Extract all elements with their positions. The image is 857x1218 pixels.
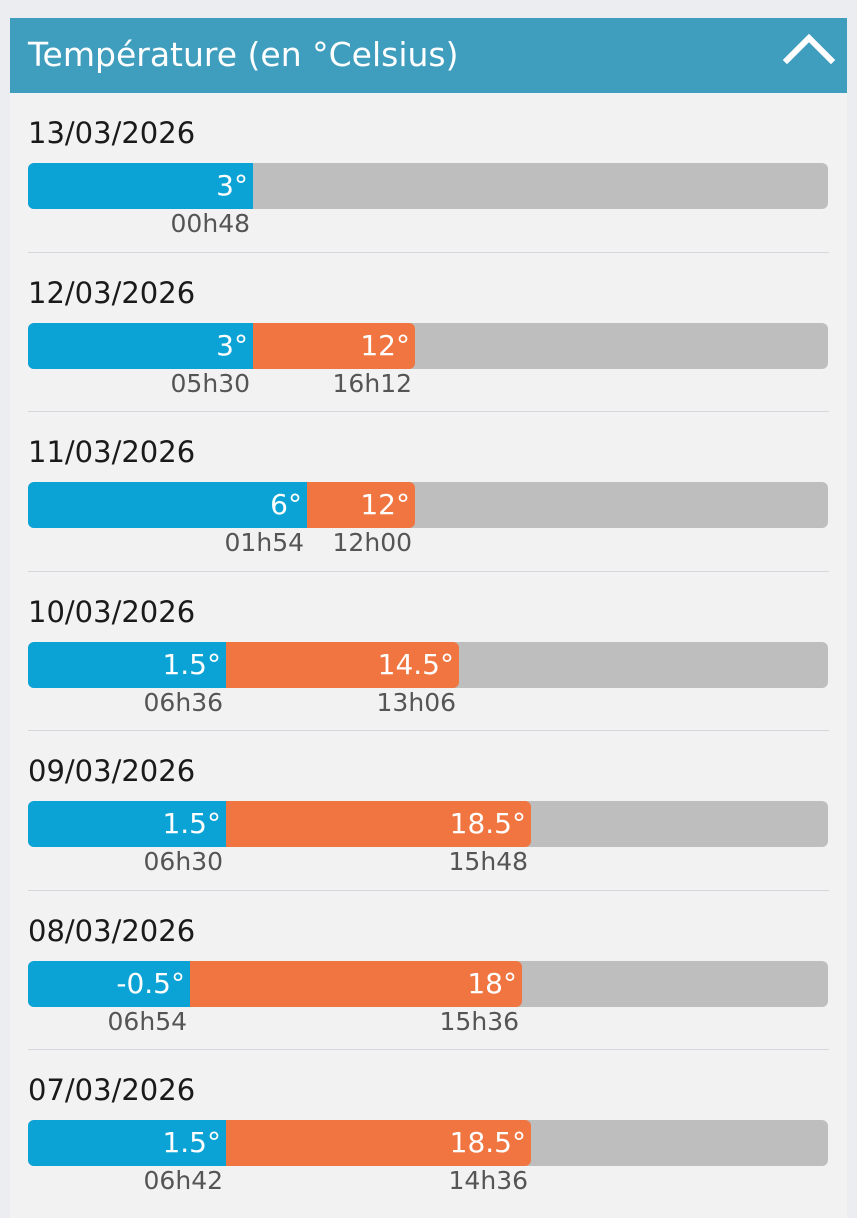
day-date: 10/03/2026: [28, 594, 196, 629]
day-row: 12/03/2026 3° 12° 05h30 16h12: [10, 253, 847, 412]
day-row: 09/03/2026 1.5° 18.5° 06h30 15h48: [10, 731, 847, 891]
min-temperature-segment: 1.5°: [28, 801, 226, 847]
row-divider: [28, 889, 829, 891]
row-divider: [28, 411, 829, 412]
max-temperature-time: 13h06: [376, 687, 456, 717]
min-temperature-time: 06h36: [143, 687, 223, 717]
day-row: 13/03/2026 3° 00h48: [10, 93, 847, 253]
day-row: 11/03/2026 6° 12° 01h54 12h00: [10, 412, 847, 572]
day-row: 07/03/2026 1.5° 18.5° 06h42 14h36: [10, 1050, 847, 1210]
min-temperature-time: 06h54: [107, 1006, 187, 1036]
min-temperature-segment: 3°: [28, 163, 253, 209]
day-date: 12/03/2026: [28, 275, 196, 310]
max-temperature-segment: 12°: [253, 322, 415, 369]
day-date: 09/03/2026: [28, 754, 196, 788]
panel-header[interactable]: Température (en °Celsius): [10, 18, 847, 93]
min-temperature-time: 05h30: [170, 368, 250, 398]
row-divider: [28, 570, 829, 572]
min-temperature-segment: -0.5°: [28, 960, 190, 1007]
day-date: 07/03/2026: [28, 1073, 196, 1107]
max-temperature-time: 16h12: [332, 368, 412, 398]
max-temperature-segment: 18.5°: [226, 801, 531, 847]
max-temperature-segment: 14.5°: [226, 641, 459, 688]
max-temperature-segment: 18.5°: [226, 1120, 531, 1166]
day-date: 11/03/2026: [28, 435, 196, 469]
min-temperature-segment: 6°: [28, 482, 307, 528]
min-temperature-time: 00h48: [170, 209, 250, 238]
temperature-panel: Température (en °Celsius) 13/03/2026 3° 00…: [10, 18, 847, 1218]
day-row: 08/03/2026 -0.5° 18° 06h54 15h36: [10, 891, 847, 1050]
min-temperature-time: 06h30: [143, 847, 223, 876]
temperature-list: 13/03/2026 3° 00h48 12/03/2026 3° 12° 05h30 16h…: [10, 93, 847, 1210]
max-temperature-time: 15h48: [448, 847, 528, 876]
day-date: 13/03/2026: [28, 116, 196, 150]
min-temperature-segment: 1.5°: [28, 641, 226, 688]
temperature-bar: 3° 12°: [28, 322, 828, 369]
max-temperature-segment: 18°: [190, 960, 522, 1007]
temperature-bar: -0.5° 18°: [28, 960, 828, 1007]
min-temperature-segment: 3°: [28, 322, 253, 369]
min-temperature-time: 06h42: [143, 1166, 223, 1195]
temperature-bar: 1.5° 18.5°: [28, 1120, 828, 1166]
collapse-button[interactable]: [777, 22, 841, 78]
row-divider: [28, 251, 829, 253]
temperature-bar: 3°: [28, 163, 828, 209]
max-temperature-time: 12h00: [332, 528, 412, 557]
temperature-bar: 6° 12°: [28, 482, 828, 528]
row-divider: [28, 730, 829, 731]
temperature-bar: 1.5° 14.5°: [28, 641, 828, 688]
max-temperature-time: 14h36: [448, 1166, 528, 1195]
panel-title: Température (en °Celsius): [28, 35, 459, 74]
max-temperature-segment: 12°: [307, 482, 415, 528]
chevron-up-icon: [782, 33, 836, 65]
max-temperature-time: 15h36: [439, 1006, 519, 1036]
temperature-bar: 1.5° 18.5°: [28, 801, 828, 847]
day-row: 10/03/2026 1.5° 14.5° 06h36 13h06: [10, 572, 847, 731]
min-temperature-segment: 1.5°: [28, 1120, 226, 1166]
min-temperature-time: 01h54: [224, 528, 304, 557]
day-date: 08/03/2026: [28, 913, 196, 948]
row-divider: [28, 1049, 829, 1050]
